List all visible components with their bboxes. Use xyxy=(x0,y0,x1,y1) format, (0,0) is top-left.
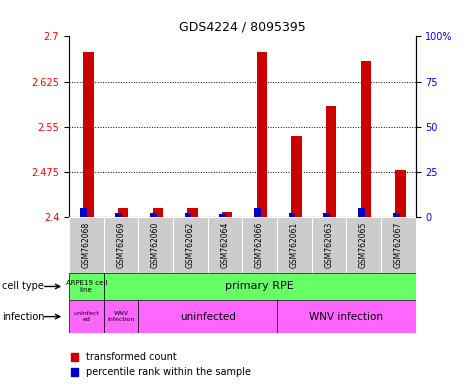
Bar xyxy=(395,170,406,217)
Text: uninfected: uninfected xyxy=(180,311,236,322)
Bar xyxy=(346,217,381,273)
Bar xyxy=(361,61,371,217)
Bar xyxy=(138,217,173,273)
Bar xyxy=(138,300,277,333)
Text: GSM762066: GSM762066 xyxy=(255,222,264,268)
Bar xyxy=(312,217,346,273)
Bar xyxy=(104,300,138,333)
Bar xyxy=(288,214,295,217)
Bar xyxy=(80,208,87,217)
Bar xyxy=(208,217,242,273)
Text: GSM762068: GSM762068 xyxy=(82,222,91,268)
Text: GSM762065: GSM762065 xyxy=(359,222,368,268)
Bar xyxy=(291,136,302,217)
Text: GSM762067: GSM762067 xyxy=(394,222,403,268)
Text: GSM762060: GSM762060 xyxy=(151,222,160,268)
Title: GDS4224 / 8095395: GDS4224 / 8095395 xyxy=(179,21,305,34)
Text: GSM762064: GSM762064 xyxy=(220,222,229,268)
Bar xyxy=(381,217,416,273)
Text: GSM762062: GSM762062 xyxy=(186,222,195,268)
Bar xyxy=(277,300,416,333)
Bar xyxy=(118,208,128,217)
Text: primary RPE: primary RPE xyxy=(225,281,294,291)
Text: WNV
infection: WNV infection xyxy=(107,311,134,322)
Bar xyxy=(184,214,191,217)
Bar xyxy=(115,214,122,217)
Text: GSM762069: GSM762069 xyxy=(116,222,125,268)
Text: infection: infection xyxy=(2,311,45,322)
Text: GSM762063: GSM762063 xyxy=(324,222,333,268)
Bar xyxy=(104,217,138,273)
Text: ARPE19 cell
line: ARPE19 cell line xyxy=(66,280,107,293)
Bar xyxy=(152,208,163,217)
Bar xyxy=(219,214,226,217)
Text: GSM762061: GSM762061 xyxy=(290,222,299,268)
Bar xyxy=(187,208,198,217)
Bar xyxy=(256,51,267,217)
Bar xyxy=(69,300,104,333)
Bar xyxy=(326,106,336,217)
Bar xyxy=(83,51,94,217)
Bar xyxy=(242,217,277,273)
Bar xyxy=(392,214,399,217)
Text: uninfect
ed: uninfect ed xyxy=(73,311,99,322)
Bar xyxy=(358,208,365,217)
Bar xyxy=(254,208,261,217)
Bar xyxy=(69,217,104,273)
Text: WNV infection: WNV infection xyxy=(309,311,383,322)
Bar xyxy=(323,214,330,217)
Bar xyxy=(69,273,104,300)
Bar xyxy=(222,212,232,217)
Text: cell type: cell type xyxy=(2,281,44,291)
Legend: transformed count, percentile rank within the sample: transformed count, percentile rank withi… xyxy=(71,353,251,377)
Bar xyxy=(173,217,208,273)
Bar xyxy=(150,214,157,217)
Bar xyxy=(277,217,312,273)
